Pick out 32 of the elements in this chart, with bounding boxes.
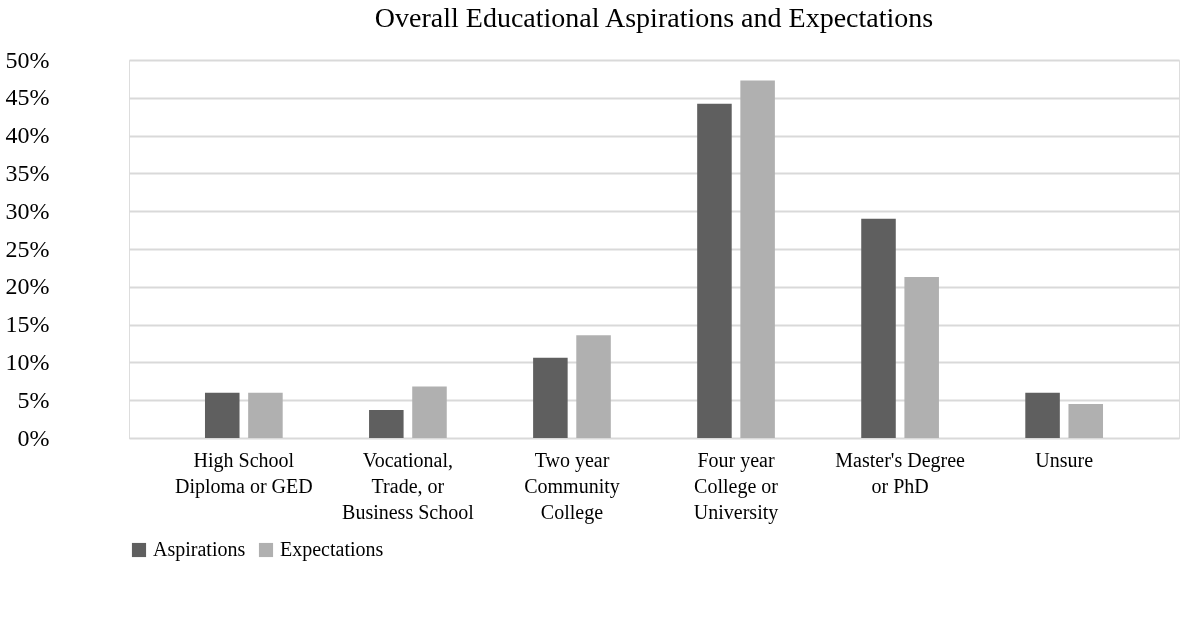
y-tick-label: 30% <box>5 197 50 224</box>
legend-label: Expectations <box>280 538 384 561</box>
bar <box>248 392 283 438</box>
x-tick-label: High School Diploma or GED <box>174 448 313 498</box>
bar <box>204 392 240 438</box>
x-tick-label: Two year Community College <box>524 448 620 524</box>
x-tick-label: Unsure <box>1035 448 1094 471</box>
bar <box>861 218 896 438</box>
y-tick-label: 50% <box>5 46 50 73</box>
bar <box>740 80 775 438</box>
legend-label: Aspirations <box>153 538 246 561</box>
y-tick-label: 0% <box>17 424 50 451</box>
x-tick-label: Master's Degree or PhD <box>835 448 966 497</box>
bar <box>697 103 732 438</box>
bar <box>412 386 447 438</box>
x-tick-label: Vocational, Trade, or Business School <box>342 448 475 523</box>
y-tick-label: 20% <box>5 273 50 300</box>
y-tick-label: 25% <box>5 235 50 262</box>
y-tick-label: 15% <box>5 311 50 338</box>
chart-title: Overall Educational Aspirations and Expectations <box>374 2 934 33</box>
bar <box>1025 392 1060 438</box>
y-tick-label: 35% <box>5 159 50 186</box>
x-tick-label: Four year College or University <box>693 448 779 524</box>
bar <box>533 357 568 438</box>
y-tick-label: 40% <box>5 122 50 149</box>
y-tick-label: 10% <box>5 348 50 375</box>
bar <box>576 335 611 438</box>
y-tick-label: 45% <box>5 84 50 111</box>
y-tick-label: 5% <box>17 386 50 413</box>
bar <box>1068 403 1104 438</box>
bar <box>369 410 404 438</box>
bar <box>904 276 939 438</box>
